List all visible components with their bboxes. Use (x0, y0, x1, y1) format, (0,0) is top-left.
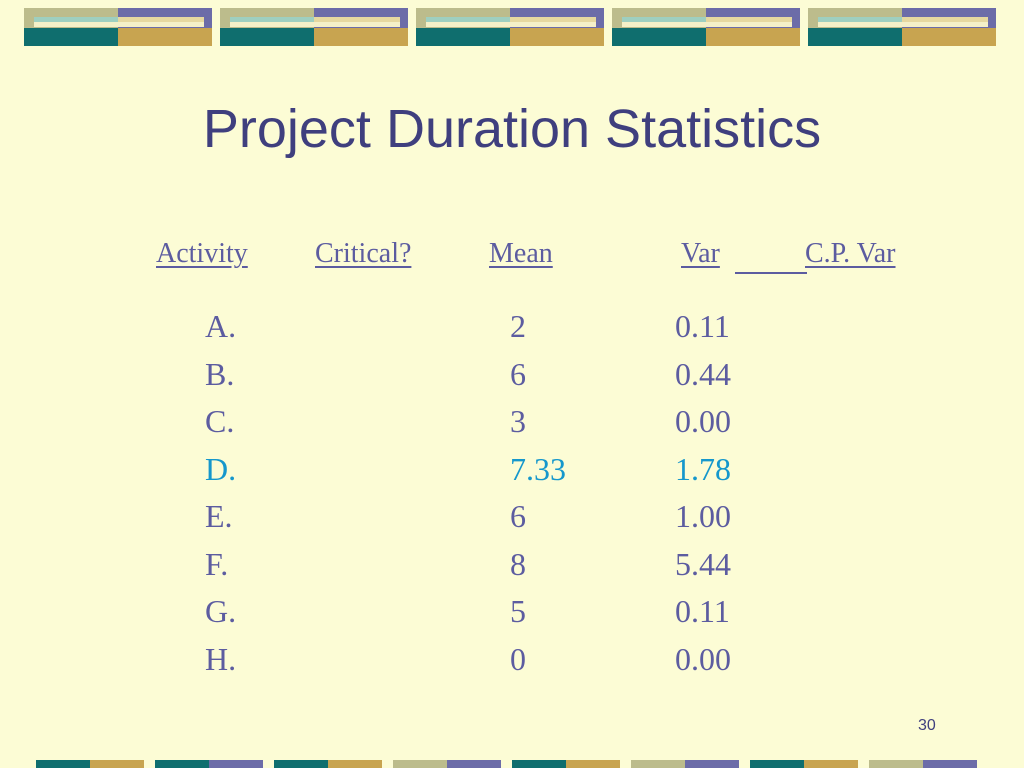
table-cell: 5.44 (675, 545, 731, 582)
table-cell: 0.00 (675, 403, 731, 439)
column-header: Critical? (315, 238, 412, 269)
table-cell: G. (205, 593, 237, 629)
table-cell: 7.33 (510, 450, 566, 487)
column-header: Activity (156, 238, 248, 269)
column-header: Mean (489, 238, 553, 269)
table-cell: 0.11 (675, 308, 730, 344)
top-decoration (24, 8, 996, 46)
table-cell: 8 (510, 545, 526, 582)
page-number: 30 (918, 717, 936, 734)
column-header: Var (681, 238, 720, 269)
table-cell: F. (205, 545, 229, 582)
table-cell: 6 (510, 355, 526, 392)
table-cell: 1.78 (675, 450, 731, 487)
table-cell: 2 (510, 308, 526, 344)
table-cell: H. (205, 640, 237, 677)
table-cell: B. (205, 355, 235, 392)
table-cell: 0.11 (675, 593, 730, 629)
table-cell: 0.00 (675, 640, 731, 677)
bottom-decoration (36, 760, 977, 768)
table-cell: 0 (510, 640, 526, 677)
table-cell: D. (205, 450, 237, 487)
column-header: C.P. Var (805, 238, 896, 269)
table-cell: 6 (510, 498, 526, 534)
table-cell: 1.00 (675, 498, 731, 534)
table-cell: A. (205, 308, 237, 344)
table-cell: E. (205, 498, 233, 534)
table-cell: 0.44 (675, 355, 731, 392)
slide-title: Project Duration Statistics (202, 99, 822, 159)
underline (735, 272, 807, 274)
table-cell: C. (205, 403, 235, 439)
table-cell: 5 (510, 593, 526, 629)
table-cell: 3 (510, 403, 526, 439)
